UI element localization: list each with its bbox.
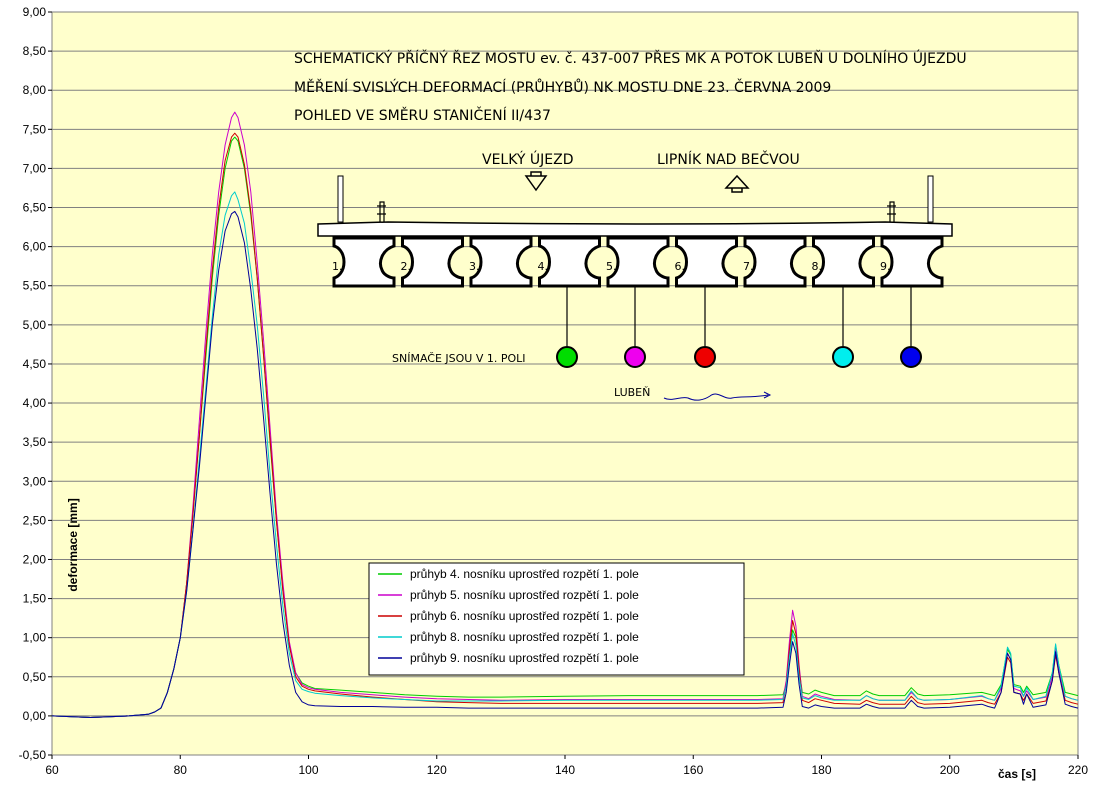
beam-section: [538, 236, 601, 288]
y-tick-label: 7,50: [23, 122, 47, 136]
data-series: [51, 111, 1079, 718]
y-tick-label: 6,50: [23, 201, 47, 215]
title-line-2: MĚŘENÍ SVISLÝCH DEFORMACÍ (PRŮHYBŮ) NK M…: [294, 78, 831, 96]
legend-box: [368, 562, 745, 676]
series-line: [51, 132, 1079, 718]
railing-left: [337, 175, 344, 223]
legend: průhyb 4. nosníku uprostřed rozpětí 1. p…: [368, 562, 745, 676]
railing-right: [927, 175, 934, 223]
beam-number: 5.: [606, 260, 617, 273]
x-tick-label: 80: [174, 763, 188, 777]
title-line-3: POHLED VE SMĚRU STANIČENÍ II/437: [294, 106, 551, 124]
y-axis-ticks: -0,50 0,00 0,50 1,00 1,50 2,00 2,50 3,00 3,50 4,0…: [19, 5, 52, 762]
legend-items: průhyb 4. nosníku uprostřed rozpětí 1. p…: [378, 567, 639, 665]
river-arrow-icon: [763, 391, 772, 399]
title-line-1: SCHEMATICKÝ PŘÍČNÝ ŘEZ MOSTU ev. č. 437-…: [294, 49, 967, 67]
y-tick-label: 3,00: [23, 474, 47, 488]
beam-number: 2.: [401, 260, 412, 273]
series-line: [51, 210, 1079, 718]
direction-right-label: LIPNÍK NAD BEČVOU: [657, 150, 800, 168]
beam-section: [675, 236, 738, 288]
beam-sections: 1. 2. 3. 4. 5. 6. 7. 8. 9.: [332, 236, 944, 288]
direction-left-label: VELKÝ ÚJEZD: [482, 150, 574, 168]
sensor-note: SNÍMAČE JSOU V 1. POLI: [392, 352, 526, 365]
sensor-dot: [694, 346, 716, 368]
beam-number: 4.: [538, 260, 549, 273]
x-tick-label: 200: [940, 763, 960, 777]
river-line: [663, 393, 769, 401]
bridge-schematic: SCHEMATICKÝ PŘÍČNÝ ŘEZ MOSTU ev. č. 437-…: [294, 49, 967, 401]
deck-slab: [317, 221, 953, 237]
x-tick-label: 100: [298, 763, 318, 777]
y-tick-label: 1,50: [23, 592, 47, 606]
beam-section: [332, 236, 396, 288]
bracket-left: [377, 201, 386, 222]
y-tick-label: 8,00: [23, 83, 47, 97]
arrow-up-icon: [724, 174, 750, 193]
x-tick-label: 60: [45, 763, 59, 777]
river-label: LUBEŇ: [614, 386, 650, 399]
x-tick-label: 220: [1068, 763, 1088, 777]
y-tick-label: 3,50: [23, 435, 47, 449]
y-tick-label: 4,00: [23, 396, 47, 410]
y-tick-label: 9,00: [23, 5, 47, 19]
x-tick-label: 120: [427, 763, 447, 777]
sensor-markers: [556, 286, 922, 368]
beam-number: 7.: [743, 260, 754, 273]
y-tick-label: 7,00: [23, 161, 47, 175]
x-axis-title: čas [s]: [998, 767, 1036, 781]
sensor-dot: [900, 346, 922, 368]
y-tick-label: 0,00: [23, 709, 47, 723]
y-tick-label: 8,50: [23, 44, 47, 58]
beam-section: [812, 236, 875, 288]
y-axis-title: deformace [mm]: [66, 498, 80, 591]
beam-section: [743, 236, 807, 288]
beam-number: 1.: [332, 260, 343, 273]
x-axis-ticks: 60 80 100 120 140 160 180 200 220: [45, 755, 1088, 777]
beam-number: 8.: [812, 260, 823, 273]
y-tick-label: 5,50: [23, 279, 47, 293]
beam-number: 6.: [675, 260, 686, 273]
series-line: [51, 191, 1079, 718]
y-tick-label: 6,00: [23, 240, 47, 254]
legend-label: průhyb 4. nosníku uprostřed rozpětí 1. p…: [410, 567, 639, 581]
sensor-dot: [832, 346, 854, 368]
x-tick-label: 160: [683, 763, 703, 777]
beam-section: [606, 236, 670, 288]
x-tick-label: 140: [555, 763, 575, 777]
beam-section: [880, 236, 944, 288]
y-tick-label: 2,50: [23, 513, 47, 527]
y-tick-label: 5,00: [23, 318, 47, 332]
y-tick-label: 2,00: [23, 552, 47, 566]
arrow-down-icon: [524, 171, 548, 192]
sensor-dot: [556, 346, 578, 368]
beam-section: [469, 236, 533, 288]
legend-label: průhyb 9. nosníku uprostřed rozpětí 1. p…: [410, 651, 639, 665]
y-tick-label: 1,00: [23, 631, 47, 645]
bracket-right: [887, 201, 896, 222]
beam-number: 3.: [469, 260, 480, 273]
legend-label: průhyb 5. nosníku uprostřed rozpětí 1. p…: [410, 588, 639, 602]
legend-label: průhyb 6. nosníku uprostřed rozpětí 1. p…: [410, 609, 639, 623]
sensor-dot: [624, 346, 646, 368]
y-tick-label: 0,50: [23, 670, 47, 684]
y-tick-label: -0,50: [19, 748, 47, 762]
legend-label: průhyb 8. nosníku uprostřed rozpětí 1. p…: [410, 630, 639, 644]
y-tick-label: 4,50: [23, 357, 47, 371]
beam-number: 9.: [880, 260, 891, 273]
x-tick-label: 180: [811, 763, 831, 777]
beam-section: [401, 236, 464, 288]
